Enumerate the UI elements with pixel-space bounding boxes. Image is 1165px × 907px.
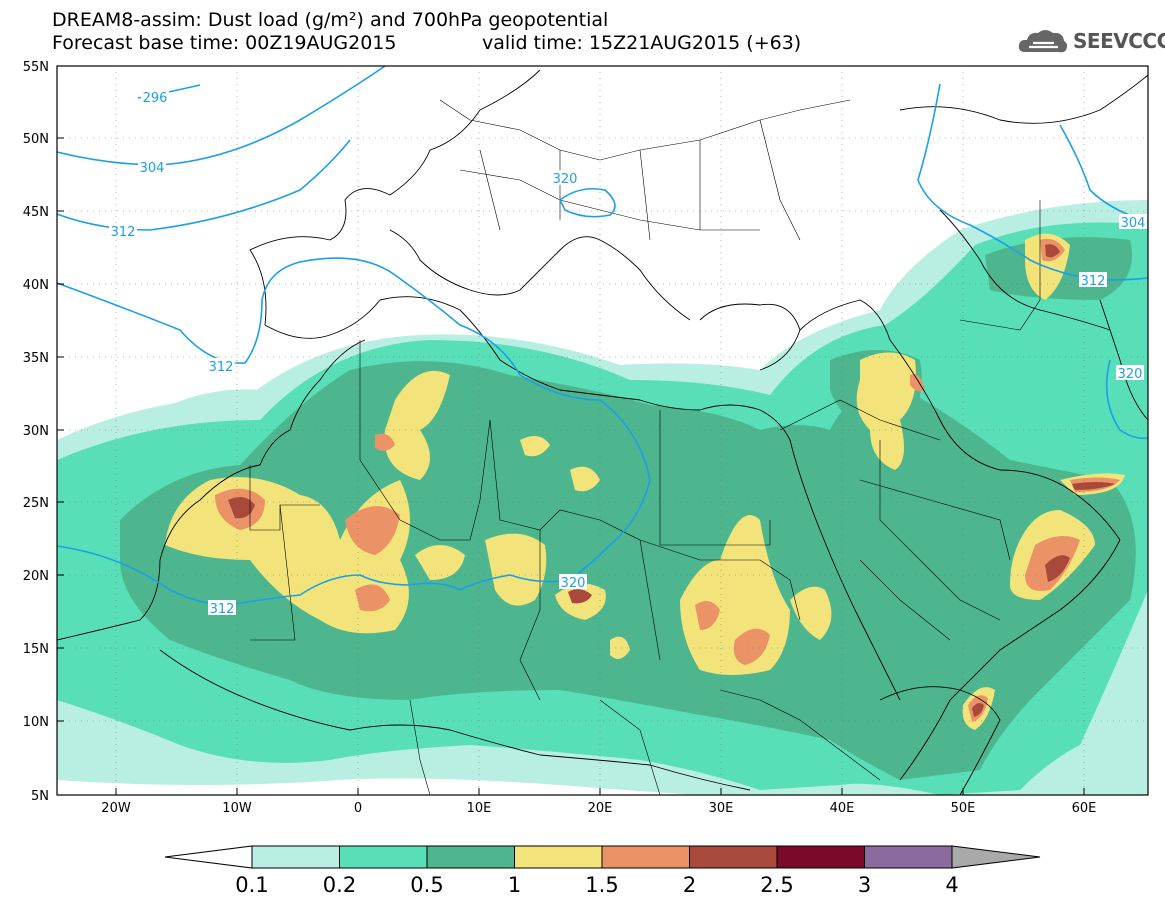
lat-tick-label: 30N <box>23 424 49 439</box>
dust-level-1-5 <box>215 238 1120 722</box>
contour-label-bg <box>1119 214 1147 229</box>
colorbar-arrow-high <box>951 845 1041 869</box>
lon-tick-label: 10E <box>467 801 492 816</box>
colorbar-arrow-low <box>164 845 253 869</box>
colorbar-swatch <box>251 845 340 869</box>
contour-label-bg <box>141 89 169 104</box>
contour-label: 312 <box>111 225 136 240</box>
contour-label: 296 <box>143 91 168 106</box>
colorbar <box>164 845 1041 869</box>
contour-label: 304 <box>140 161 165 176</box>
contour-label-bg <box>1079 272 1107 287</box>
map-title: DREAM8-assim: Dust load (g/m²) and 700hP… <box>52 9 609 31</box>
colorbar-swatch <box>689 845 778 869</box>
colorbar-label: 0.5 <box>410 873 443 897</box>
contour-label-bg <box>1116 365 1144 380</box>
lat-tick-label: 55N <box>23 60 49 75</box>
contour-label: 312 <box>210 602 235 617</box>
lat-tick-label: 40N <box>23 278 49 293</box>
contour-label: 320 <box>553 172 578 187</box>
contour-label-bg <box>559 574 587 589</box>
geopotential-labels: 296 304 312 320 312 312 304 312 320 320 <box>109 89 1147 617</box>
colorbar-label: 2.5 <box>760 873 793 897</box>
lon-tick-label: 30E <box>709 801 734 816</box>
seevccc-logo: SEEVCCC <box>1017 24 1165 58</box>
colorbar-swatch <box>426 845 515 869</box>
lat-tick-label: 10N <box>23 715 49 730</box>
base-time: Forecast base time: 00Z19AUG2015 <box>52 32 397 54</box>
lon-tick-label: 40E <box>830 801 855 816</box>
colorbar-label: 1.5 <box>585 873 618 897</box>
lat-tick-label: 35N <box>23 351 49 366</box>
cloud-logo-icon <box>1018 30 1068 53</box>
contour-label: 312 <box>209 360 234 375</box>
colorbar-swatch <box>339 845 428 869</box>
lat-tick-label: 15N <box>23 642 49 657</box>
lat-tick-label: 5N <box>31 789 49 804</box>
colorbar-label: 0.1 <box>235 873 268 897</box>
colorbar-label: 2 <box>683 873 696 897</box>
lon-tick-label: 20E <box>588 801 613 816</box>
colorbar-swatch <box>514 845 603 869</box>
coastlines <box>57 69 1148 795</box>
lat-tick-label: 25N <box>23 496 49 511</box>
colorbar-label: 3 <box>858 873 871 897</box>
country-borders <box>249 99 1041 795</box>
colorbar-swatch <box>776 845 865 869</box>
contour-label: 312 <box>1081 274 1106 289</box>
lon-tick-label: 10W <box>222 801 252 816</box>
lat-tick-label: 45N <box>23 205 49 220</box>
longitude-ticks: 20W 10W 0 10E 20E 30E 40E 50E 60E <box>101 788 1096 816</box>
logo-text: SEEVCCC <box>1073 29 1165 53</box>
forecast-times: Forecast base time: 00Z19AUG2015 valid ti… <box>52 32 801 54</box>
contour-label-bg <box>138 159 166 174</box>
colorbar-label: 1 <box>508 873 521 897</box>
colorbar-label: 0.2 <box>323 873 356 897</box>
colorbar-swatch <box>601 845 690 869</box>
lon-tick-label: 20W <box>101 801 131 816</box>
valid-time: valid time: 15Z21AUG2015 (+63) <box>482 32 802 54</box>
lon-tick-label: 50E <box>951 801 976 816</box>
contour-label: 320 <box>561 576 586 591</box>
contour-label: 304 <box>1121 216 1146 231</box>
contour-label-bg <box>109 223 137 238</box>
contour-label-bg <box>208 600 236 615</box>
dust-level-2 <box>228 244 1115 717</box>
colorbar-labels: 0.1 0.2 0.5 1 1.5 2 2.5 3 4 <box>235 873 958 897</box>
lon-tick-label: 0 <box>354 801 362 816</box>
colorbar-swatch <box>864 845 953 869</box>
lon-tick-label: 60E <box>1072 801 1097 816</box>
lat-tick-label: 50N <box>23 132 49 147</box>
latitude-ticks: 55N 50N 45N 40N 35N 30N 25N 20N 15N 10N 5N <box>23 60 64 804</box>
contour-label: 320 <box>1118 367 1143 382</box>
lat-tick-label: 20N <box>23 569 49 584</box>
contour-label-bg <box>551 170 579 185</box>
colorbar-label: 4 <box>945 873 958 897</box>
contour-label-bg <box>207 358 235 373</box>
